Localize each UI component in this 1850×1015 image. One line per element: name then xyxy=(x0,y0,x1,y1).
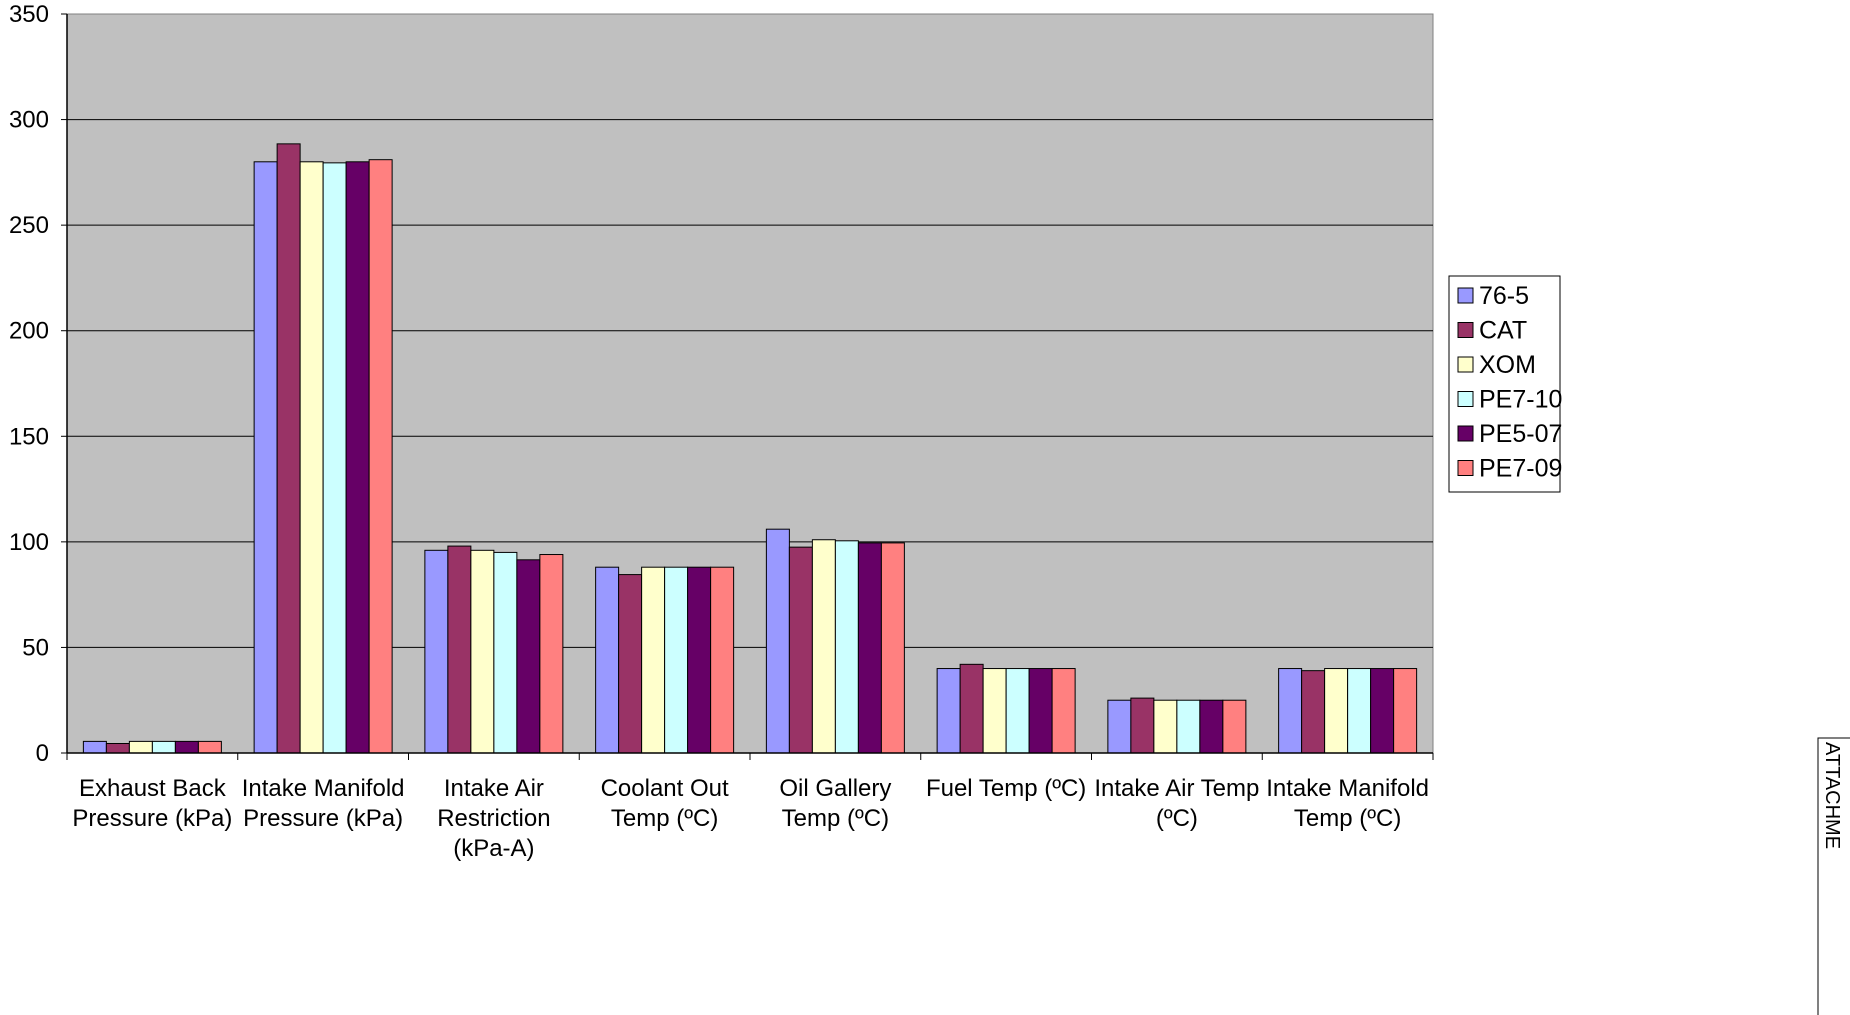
x-category-label: Intake Manifold Pressure (kPa) xyxy=(242,775,405,832)
y-tick-label: 250 xyxy=(9,212,49,239)
legend-swatch xyxy=(1457,287,1474,304)
bar xyxy=(834,540,859,754)
bar xyxy=(595,566,620,754)
bar xyxy=(197,740,222,754)
bar xyxy=(641,566,666,754)
bar xyxy=(1176,699,1201,754)
legend-label: XOM xyxy=(1479,351,1536,379)
bar xyxy=(1107,699,1132,754)
bar xyxy=(253,161,278,754)
bar xyxy=(470,549,495,754)
bar xyxy=(345,161,370,754)
bar xyxy=(1278,668,1303,754)
side-label: ATTACHME xyxy=(1817,737,1850,1015)
legend-label: PE7-10 xyxy=(1479,386,1562,414)
bar xyxy=(618,574,643,754)
bar xyxy=(1028,668,1053,754)
legend: 76-5 CAT XOM PE7-10 PE5-07 PE7-09 xyxy=(1448,275,1562,493)
legend-swatch xyxy=(1457,425,1474,442)
legend-label: PE5-07 xyxy=(1479,420,1562,448)
y-tick-label: 50 xyxy=(22,634,49,661)
bar xyxy=(710,566,735,754)
x-category-label: Intake Air Restriction (kPa-A) xyxy=(437,775,550,862)
y-tick-label: 350 xyxy=(9,1,49,28)
y-tick-label: 200 xyxy=(9,318,49,345)
bar xyxy=(1370,668,1395,754)
bar xyxy=(1051,668,1076,754)
y-axis-tick-labels: 0 50 100 150 200 250 300 350 xyxy=(9,1,49,767)
x-category-label: Oil Gallery Temp (ºC) xyxy=(779,775,891,832)
bar xyxy=(811,539,836,754)
bar xyxy=(174,740,199,754)
x-category-label: Intake Air Temp (ºC) xyxy=(1094,775,1259,832)
y-tick-label: 300 xyxy=(9,107,49,134)
x-category-label: Coolant Out Temp (ºC) xyxy=(601,775,729,832)
bar xyxy=(1301,670,1326,754)
bar xyxy=(857,542,882,754)
bar xyxy=(1199,699,1224,754)
bar xyxy=(539,554,564,754)
bar xyxy=(936,668,961,754)
side-label-box xyxy=(1817,737,1850,1015)
bar xyxy=(1130,697,1155,754)
bar xyxy=(447,545,472,754)
bar xyxy=(765,528,790,754)
bar xyxy=(299,161,324,754)
legend-box xyxy=(1448,275,1561,493)
legend-swatch xyxy=(1457,460,1474,476)
x-category-label: Fuel Temp (ºC) xyxy=(926,775,1086,802)
bar xyxy=(322,162,347,754)
y-tick-label: 0 xyxy=(36,740,49,767)
legend-label: CAT xyxy=(1479,317,1527,345)
bar xyxy=(1324,668,1349,754)
legend-swatch xyxy=(1457,356,1474,373)
bar xyxy=(105,742,130,754)
bar xyxy=(687,566,712,754)
legend-label: PE7-09 xyxy=(1479,455,1562,483)
bar xyxy=(1153,699,1178,754)
bar xyxy=(1222,699,1247,754)
x-category-label: Exhaust Back Pressure (kPa) xyxy=(72,775,232,832)
bars-group xyxy=(82,143,1418,754)
bar xyxy=(1393,668,1418,754)
bar xyxy=(493,551,518,754)
bar xyxy=(424,549,449,754)
bar xyxy=(276,143,301,754)
bar xyxy=(880,542,905,754)
legend-swatch xyxy=(1457,322,1474,338)
x-axis-category-labels: Exhaust Back Pressure (kPa)Intake Manifol… xyxy=(72,775,1429,862)
bar xyxy=(1347,668,1372,754)
side-label-text: ATTACHME xyxy=(1821,742,1843,849)
legend-label: 76-5 xyxy=(1479,282,1529,310)
bar xyxy=(368,159,393,754)
bar xyxy=(982,668,1007,754)
bar xyxy=(1005,668,1030,754)
y-tick-label: 150 xyxy=(9,423,49,450)
bar xyxy=(788,546,813,754)
legend-swatch xyxy=(1457,391,1474,407)
bar xyxy=(516,559,541,754)
axes xyxy=(61,13,1434,760)
x-category-label: Intake Manifold Temp (ºC) xyxy=(1266,775,1429,832)
bar xyxy=(664,566,689,754)
y-tick-label: 100 xyxy=(9,529,49,556)
bar xyxy=(82,740,107,754)
bar xyxy=(151,740,176,754)
bar xyxy=(959,663,984,754)
bar xyxy=(128,740,153,754)
